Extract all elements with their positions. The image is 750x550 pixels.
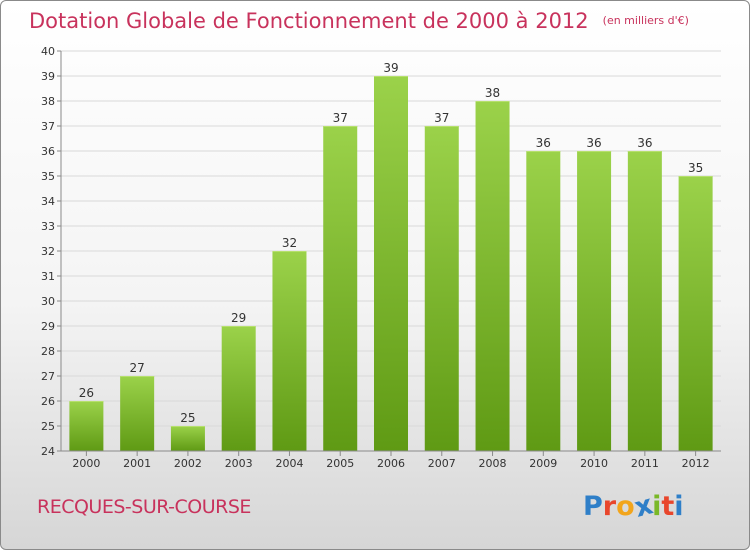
bar-2010 bbox=[577, 151, 612, 451]
x-tick-label: 2007 bbox=[428, 457, 456, 470]
chart-title-text: Dotation Globale de Fonctionnement de 20… bbox=[29, 9, 589, 33]
x-tick-label: 2004 bbox=[275, 457, 303, 470]
bar-2006 bbox=[374, 76, 408, 451]
x-tick-label: 2011 bbox=[631, 457, 659, 470]
data-label-2001: 27 bbox=[130, 361, 145, 375]
x-tick-label: 2010 bbox=[580, 457, 608, 470]
y-tick-label: 36 bbox=[41, 145, 55, 158]
data-label-2000: 26 bbox=[79, 386, 94, 400]
x-tick-label: 2006 bbox=[377, 457, 405, 470]
data-label-2006: 39 bbox=[383, 61, 398, 75]
y-tick-label: 33 bbox=[41, 220, 55, 233]
proxiti-logo: Proxiti bbox=[583, 489, 684, 523]
logo-letter: r bbox=[602, 491, 617, 522]
x-tick-label: 2008 bbox=[479, 457, 507, 470]
bars bbox=[69, 76, 713, 451]
axes: 24 25 26 27 28 29 30 31 32 33 34 35 36 37 38 39 40 2000 20… bbox=[41, 45, 721, 470]
y-tick-label: 32 bbox=[41, 245, 55, 258]
x-tick-label: 2005 bbox=[326, 457, 354, 470]
x-tick-label: 2002 bbox=[174, 457, 202, 470]
data-label-2008: 38 bbox=[485, 86, 500, 100]
bar-2000 bbox=[69, 401, 104, 451]
y-tick-label: 25 bbox=[41, 420, 55, 433]
y-tick-label: 40 bbox=[41, 45, 55, 58]
x-tick-label: 2003 bbox=[225, 457, 253, 470]
bar-2004 bbox=[272, 251, 307, 451]
data-label-2007: 37 bbox=[434, 111, 449, 125]
y-tick-label: 34 bbox=[41, 195, 55, 208]
y-tick-label: 30 bbox=[41, 295, 55, 308]
chart-title-unit: (en milliers d'€) bbox=[602, 14, 689, 27]
y-tick-label: 24 bbox=[41, 445, 55, 458]
data-label-2002: 25 bbox=[180, 411, 195, 425]
data-label-2009: 36 bbox=[536, 136, 551, 150]
logo-letter: o bbox=[616, 491, 635, 522]
bar-2008 bbox=[475, 101, 510, 451]
bar-2005 bbox=[323, 126, 358, 451]
logo-letter: t bbox=[661, 491, 675, 522]
bar-2012 bbox=[678, 176, 713, 451]
x-tick-label: 2009 bbox=[529, 457, 557, 470]
data-label-2005: 37 bbox=[333, 111, 348, 125]
y-tick-label: 28 bbox=[41, 345, 55, 358]
y-tick-label: 27 bbox=[41, 370, 55, 383]
logo-letter: i bbox=[652, 491, 662, 522]
bar-2001 bbox=[120, 376, 155, 451]
labels: 26 27 25 29 32 37 39 37 38 36 36 36 35 bbox=[79, 61, 704, 425]
data-label-2011: 36 bbox=[637, 136, 652, 150]
data-label-2012: 35 bbox=[688, 161, 703, 175]
y-tick-label: 31 bbox=[41, 270, 55, 283]
chart-title: Dotation Globale de Fonctionnement de 20… bbox=[29, 9, 689, 33]
bar-2011 bbox=[627, 151, 662, 451]
data-label-2004: 32 bbox=[282, 236, 297, 250]
y-tick-label: 29 bbox=[41, 320, 55, 333]
data-label-2003: 29 bbox=[231, 311, 246, 325]
x-tick-label: 2000 bbox=[72, 457, 100, 470]
bar-2009 bbox=[526, 151, 561, 451]
bar-2003 bbox=[221, 326, 256, 451]
x-tick-label: 2012 bbox=[682, 457, 710, 470]
logo-letter: i bbox=[674, 491, 684, 522]
bar-2007 bbox=[424, 126, 459, 451]
y-tick-label: 38 bbox=[41, 95, 55, 108]
y-tick-label: 39 bbox=[41, 70, 55, 83]
data-label-2010: 36 bbox=[586, 136, 601, 150]
y-tick-label: 37 bbox=[41, 120, 55, 133]
place-name: RECQUES-SUR-COURSE bbox=[37, 496, 251, 518]
logo-letter: P bbox=[583, 491, 603, 522]
y-tick-label: 26 bbox=[41, 395, 55, 408]
bar-2002 bbox=[170, 426, 205, 451]
x-tick-label: 2001 bbox=[123, 457, 151, 470]
y-tick-label: 35 bbox=[41, 170, 55, 183]
